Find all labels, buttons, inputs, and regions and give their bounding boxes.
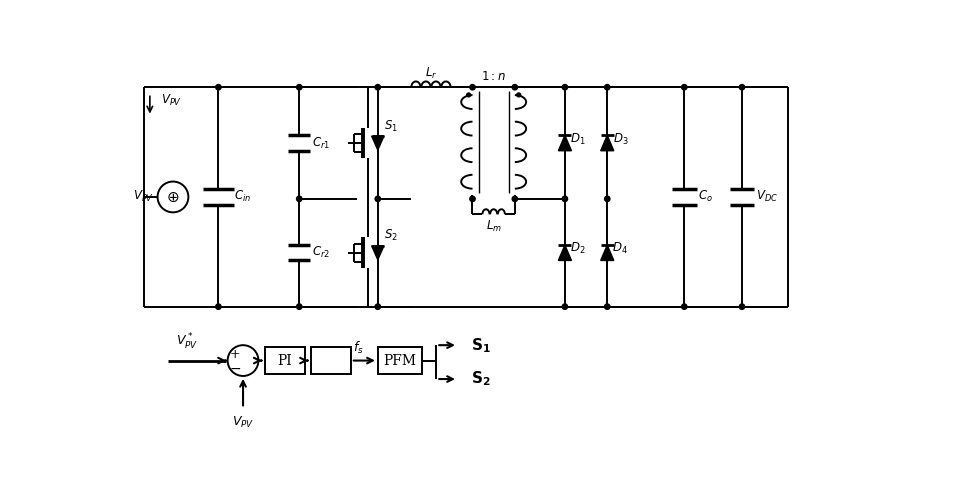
Text: $V_{PV}$: $V_{PV}$ (232, 414, 254, 430)
Circle shape (376, 304, 380, 310)
Text: $C_o$: $C_o$ (698, 189, 714, 204)
Polygon shape (559, 135, 571, 151)
Text: $\mathbf{S_2}$: $\mathbf{S_2}$ (471, 369, 490, 388)
Bar (310, 347, 351, 374)
Bar (377, 347, 422, 374)
Text: $\oplus$: $\oplus$ (167, 189, 180, 204)
Text: $L_r$: $L_r$ (424, 66, 437, 81)
Text: $V_{PV}^*$: $V_{PV}^*$ (176, 332, 198, 352)
Circle shape (216, 304, 221, 310)
Circle shape (516, 93, 520, 97)
Text: $L_m$: $L_m$ (486, 219, 502, 234)
Circle shape (469, 196, 475, 201)
Polygon shape (372, 136, 384, 150)
Text: $D_2$: $D_2$ (570, 242, 585, 256)
Circle shape (297, 85, 302, 90)
Circle shape (562, 304, 567, 310)
Text: $S_2$: $S_2$ (384, 228, 398, 243)
Text: $V_{DC}$: $V_{DC}$ (757, 189, 779, 204)
Polygon shape (601, 245, 614, 260)
Text: $\mathbf{S_1}$: $\mathbf{S_1}$ (471, 336, 490, 355)
Text: $f_s$: $f_s$ (354, 340, 364, 356)
Circle shape (681, 304, 687, 310)
Circle shape (376, 196, 380, 201)
Text: $V_{PV}$: $V_{PV}$ (133, 189, 154, 204)
Circle shape (604, 85, 610, 90)
Circle shape (297, 304, 302, 310)
Bar (264, 347, 305, 374)
Circle shape (562, 196, 567, 201)
Text: $D_4$: $D_4$ (612, 242, 628, 256)
Circle shape (467, 93, 470, 97)
Polygon shape (601, 135, 614, 151)
Circle shape (562, 85, 567, 90)
Circle shape (513, 196, 517, 201)
Text: $D_1$: $D_1$ (570, 132, 585, 147)
Text: $C_{r1}$: $C_{r1}$ (311, 136, 330, 151)
Circle shape (604, 196, 610, 201)
Circle shape (513, 85, 517, 90)
Circle shape (469, 85, 475, 90)
Circle shape (740, 304, 744, 310)
Text: $1:n$: $1:n$ (481, 70, 506, 83)
Polygon shape (372, 246, 384, 260)
Circle shape (216, 85, 221, 90)
Circle shape (681, 85, 687, 90)
Circle shape (740, 85, 744, 90)
Text: PI: PI (277, 354, 292, 368)
Text: $-$: $-$ (229, 361, 241, 375)
Circle shape (297, 196, 302, 201)
Circle shape (604, 304, 610, 310)
Text: $C_{r2}$: $C_{r2}$ (311, 245, 330, 260)
Circle shape (376, 85, 380, 90)
Text: +: + (230, 348, 240, 361)
Text: $V_{PV}$: $V_{PV}$ (161, 93, 182, 108)
Text: $C_{in}$: $C_{in}$ (235, 189, 252, 204)
Text: $S_1$: $S_1$ (384, 118, 398, 134)
Polygon shape (559, 245, 571, 260)
Text: $D_3$: $D_3$ (612, 132, 628, 147)
Text: PFM: PFM (383, 354, 417, 368)
